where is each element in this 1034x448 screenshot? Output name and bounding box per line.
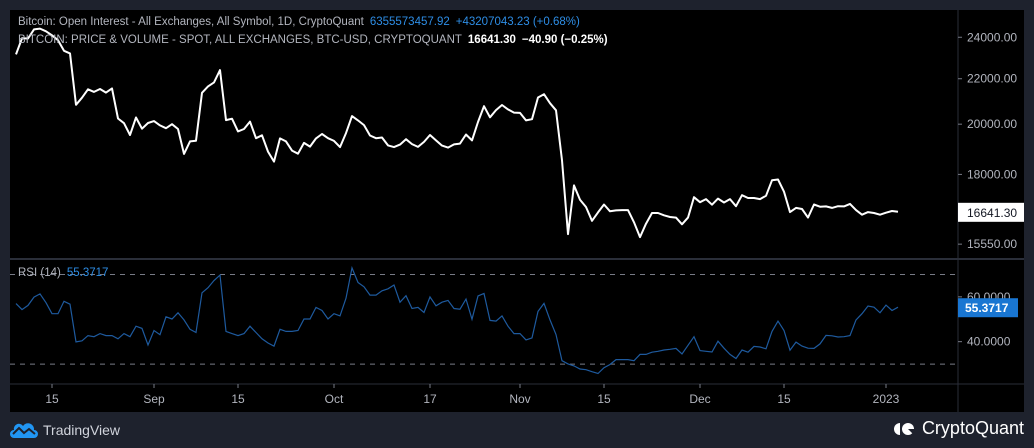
tradingview-cloud-icon: [10, 423, 38, 438]
price-last-value-box: [958, 202, 1024, 222]
rsi-label: RSI (14): [18, 267, 61, 279]
time-tick-label: 2023: [873, 392, 900, 406]
price-tick-label: 24000.00: [967, 30, 1017, 44]
tradingview-logo[interactable]: TradingView: [10, 421, 120, 439]
cryptoquant-logo[interactable]: CryptoQuant: [893, 418, 1024, 439]
price-last-value-label: 16641.30: [967, 206, 1017, 220]
cryptoquant-icon: [893, 422, 914, 435]
price-legend: BITCOIN: PRICE & VOLUME - SPOT, ALL EXCH…: [18, 34, 608, 46]
rsi-last-value-box: [958, 298, 1018, 318]
rsi-value: 55.3717: [66, 267, 109, 279]
time-tick-label: 15: [597, 392, 611, 406]
rsi-last-value-label: 55.3717: [965, 301, 1009, 315]
price-tick-label: 20000.00: [967, 117, 1017, 131]
time-tick-label: Sep: [143, 392, 165, 406]
cryptoquant-brand: CryptoQuant: [921, 418, 1024, 438]
oi-title: Bitcoin: Open Interest - All Exchanges, …: [18, 16, 364, 28]
price-change: −40.90 (−0.25%): [521, 34, 608, 46]
price-tick-label: 15550.00: [967, 237, 1017, 251]
open-interest-legend: Bitcoin: Open Interest - All Exchanges, …: [18, 16, 580, 28]
time-tick-label: Nov: [509, 392, 530, 406]
time-tick-label: 17: [423, 392, 437, 406]
rsi-legend: RSI (14) 55.3717: [18, 267, 108, 279]
price-value: 16641.30: [467, 34, 516, 46]
time-tick-label: 15: [777, 392, 791, 406]
price-series-line: [15, 27, 899, 239]
oi-value: 6355573457.92: [369, 16, 450, 28]
oi-change: +43207043.23 (+0.68%): [455, 16, 580, 28]
time-tick-label: 15: [45, 392, 59, 406]
time-tick-label: 15: [231, 392, 245, 406]
time-tick-label: Oct: [325, 392, 344, 406]
price-tick-label: 18000.00: [967, 167, 1017, 181]
rsi-tick-label: 40.0000: [967, 335, 1011, 349]
time-tick-label: Dec: [689, 392, 710, 406]
chart-area[interactable]: [10, 10, 1024, 412]
rsi-series-line: [15, 265, 899, 375]
price-tick-label: 22000.00: [967, 72, 1017, 86]
tradingview-brand: TradingView: [43, 422, 121, 438]
price-title: BITCOIN: PRICE & VOLUME - SPOT, ALL EXCH…: [18, 34, 462, 46]
